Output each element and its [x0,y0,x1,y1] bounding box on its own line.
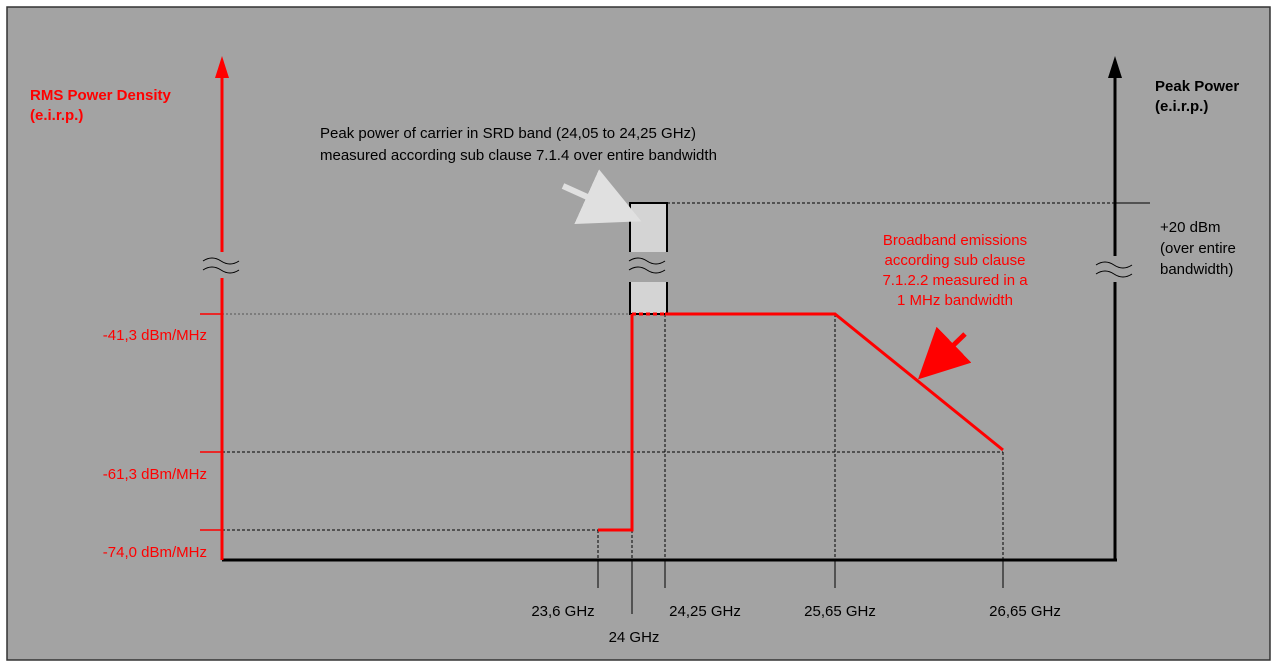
carrier-note: measured according sub clause 7.1.4 over… [320,147,717,164]
level-ticks [200,313,222,531]
right-level: (over entire [1160,240,1236,257]
frame [6,6,1271,661]
left-arrow [215,56,229,78]
left-title: (e.i.r.p.) [30,107,83,124]
broadband-note: 7.1.2.2 measured in a [882,272,1028,289]
level-label: -41,3 dBm/MHz [103,327,207,344]
broadband-note: according sub clause [885,252,1026,269]
broadband-note: 1 MHz bandwidth [897,292,1013,309]
carrier-break [626,252,671,282]
carrier-note: Peak power of carrier in SRD band (24,05… [320,125,696,142]
freq-ticks [597,202,1150,614]
freq-label: 23,6 GHz [531,603,594,620]
right-arrow [1108,56,1122,78]
right-title: (e.i.r.p.) [1155,98,1208,115]
freq-label: 25,65 GHz [804,603,876,620]
mask-low [598,314,634,532]
right-level: +20 dBm [1160,219,1220,236]
level-label: -61,3 dBm/MHz [103,466,207,483]
freq-label: 24,25 GHz [669,603,741,620]
broadband-note: Broadband emissions [883,232,1027,249]
carrier-arrow [561,169,642,225]
guides [222,202,1115,560]
level-label: -74,0 dBm/MHz [103,544,207,561]
mask-high [665,312,1004,452]
broadband-arrow [918,326,972,380]
right-level: bandwidth) [1160,261,1233,278]
right-title: Peak Power [1155,78,1239,95]
freq-label: 24 GHz [609,629,660,646]
breaks [200,252,1134,282]
left-title: RMS Power Density [30,87,172,104]
freq-label: 26,65 GHz [989,603,1061,620]
